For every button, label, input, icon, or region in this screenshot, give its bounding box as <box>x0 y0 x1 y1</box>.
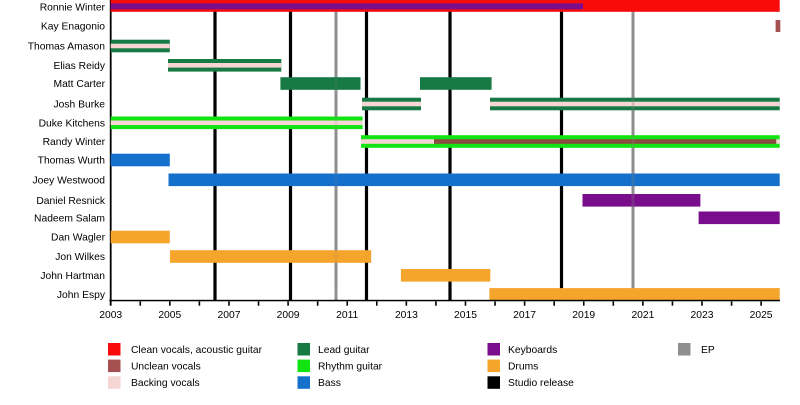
svg-text:Dan Wagler: Dan Wagler <box>51 233 106 244</box>
svg-text:Joey Westwood: Joey Westwood <box>33 176 106 187</box>
svg-text:2007: 2007 <box>218 310 241 321</box>
svg-text:Matt Carter: Matt Carter <box>54 79 106 90</box>
svg-text:2015: 2015 <box>454 310 477 321</box>
svg-text:Keyboards: Keyboards <box>508 345 557 356</box>
svg-text:Bass: Bass <box>318 378 341 389</box>
svg-text:2023: 2023 <box>691 310 714 321</box>
svg-text:2003: 2003 <box>99 310 122 321</box>
svg-text:2009: 2009 <box>277 310 300 321</box>
svg-text:John Espy: John Espy <box>57 290 106 301</box>
svg-text:2019: 2019 <box>572 310 595 321</box>
svg-text:Kay Enagonio: Kay Enagonio <box>41 22 105 33</box>
svg-text:Jon Wilkes: Jon Wilkes <box>55 252 105 263</box>
svg-text:Rhythm guitar: Rhythm guitar <box>318 362 383 373</box>
svg-text:Daniel Resnick: Daniel Resnick <box>36 196 106 207</box>
svg-text:Drums: Drums <box>508 362 538 373</box>
svg-text:Elias Reidy: Elias Reidy <box>53 61 105 72</box>
svg-text:Lead guitar: Lead guitar <box>318 345 370 356</box>
svg-text:2013: 2013 <box>395 310 418 321</box>
svg-text:Randy Winter: Randy Winter <box>43 137 106 148</box>
svg-text:2017: 2017 <box>513 310 536 321</box>
svg-text:Clean vocals, acoustic guitar: Clean vocals, acoustic guitar <box>131 345 263 356</box>
svg-text:Thomas Amason: Thomas Amason <box>28 42 106 53</box>
svg-text:2011: 2011 <box>336 310 358 321</box>
svg-text:Thomas Wurth: Thomas Wurth <box>38 156 106 167</box>
svg-text:Duke Kitchens: Duke Kitchens <box>39 119 105 130</box>
svg-text:2021: 2021 <box>631 310 654 321</box>
svg-text:2005: 2005 <box>158 310 181 321</box>
svg-text:Unclean vocals: Unclean vocals <box>131 362 201 373</box>
svg-text:Josh Burke: Josh Burke <box>53 100 105 111</box>
svg-text:Nadeem Salam: Nadeem Salam <box>34 214 105 225</box>
svg-text:EP: EP <box>701 345 715 356</box>
svg-text:Studio release: Studio release <box>508 378 574 389</box>
svg-text:John Hartman: John Hartman <box>40 271 105 282</box>
svg-text:2025: 2025 <box>750 310 773 321</box>
svg-text:Ronnie Winter: Ronnie Winter <box>40 2 106 13</box>
svg-text:Backing vocals: Backing vocals <box>131 378 200 389</box>
